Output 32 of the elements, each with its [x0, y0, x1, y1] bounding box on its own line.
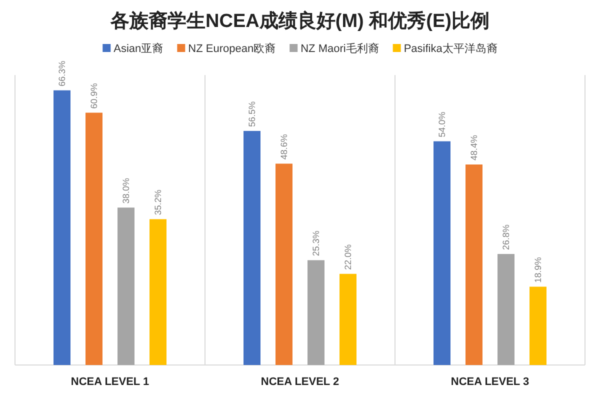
data-label: 48.6% [279, 134, 289, 160]
data-label: 54.0% [437, 112, 447, 138]
bar [434, 141, 450, 365]
chart-title: 各族裔学生NCEA成绩良好(M) 和优秀(E)比例 [110, 10, 490, 32]
data-label: 26.8% [501, 224, 511, 250]
legend-label: Asian亚裔 [114, 42, 164, 55]
data-label: 66.3% [57, 60, 67, 86]
x-tick-label: NCEA LEVEL 3 [450, 376, 530, 388]
data-label: 25.3% [311, 230, 321, 256]
data-label: 35.2% [153, 190, 163, 216]
bar [276, 164, 292, 365]
data-label: 60.9% [89, 83, 99, 109]
bar [308, 260, 324, 365]
x-tick-label: NCEA LEVEL 2 [260, 376, 340, 388]
bar [54, 90, 70, 365]
data-label: 22.0% [343, 244, 353, 270]
bar [530, 286, 546, 365]
legend-label: NZ Maori毛利裔 [300, 42, 379, 55]
bar [466, 164, 482, 365]
data-label: 48.4% [469, 134, 479, 160]
data-label: 18.9% [533, 257, 543, 283]
legend-label: NZ European欧裔 [188, 42, 276, 55]
bar [118, 208, 134, 365]
x-tick-label: NCEA LEVEL 1 [70, 376, 150, 388]
data-label: 38.0% [121, 178, 131, 204]
bar [340, 274, 356, 365]
bar [244, 130, 260, 365]
bar [498, 254, 514, 365]
data-label: 56.5% [247, 101, 257, 127]
bar [150, 219, 166, 365]
bar [86, 112, 102, 365]
legend-label: Pasifika太平洋岛裔 [404, 42, 498, 55]
